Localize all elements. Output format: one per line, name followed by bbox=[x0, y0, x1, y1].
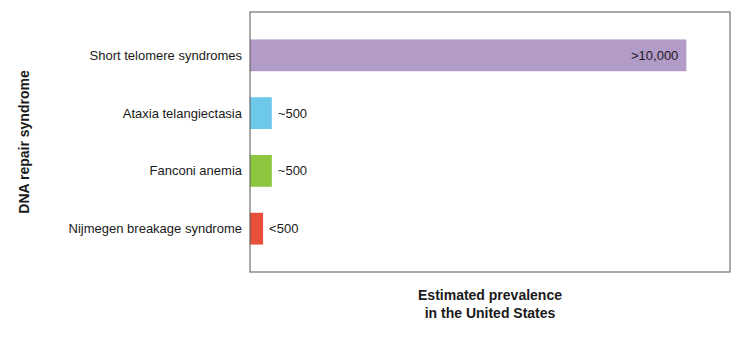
page: {"chart_data": {"type": "bar", "orientat… bbox=[0, 0, 750, 354]
bars bbox=[250, 39, 686, 244]
bar bbox=[250, 213, 263, 245]
y-axis-label: DNA repair syndrome bbox=[16, 70, 32, 214]
y-tick-label: Ataxia telangiectasia bbox=[123, 106, 243, 121]
data-label: ~500 bbox=[278, 106, 307, 121]
data-labels: <500 ~500 ~500 >10,000 bbox=[269, 48, 678, 236]
chart-svg: <500 ~500 ~500 >10,000 Nijmegen breakage syn… bbox=[0, 0, 750, 354]
x-axis-label: Estimated prevalence in the United States bbox=[418, 287, 562, 321]
y-tick-label: Fanconi anemia bbox=[150, 163, 243, 178]
plot-background bbox=[250, 12, 730, 272]
data-label: >10,000 bbox=[631, 48, 678, 63]
data-label: ~500 bbox=[278, 163, 307, 178]
y-tick-label: Nijmegen breakage syndrome bbox=[69, 221, 242, 236]
y-tick-label: Short telomere syndromes bbox=[90, 48, 243, 63]
x-axis-label-line: in the United States bbox=[425, 305, 556, 321]
x-axis-label-line: Estimated prevalence bbox=[418, 287, 562, 303]
bar bbox=[250, 39, 686, 71]
chart-container: <500 ~500 ~500 >10,000 Nijmegen breakage syn… bbox=[0, 0, 750, 354]
plot-frame bbox=[250, 12, 730, 272]
bar bbox=[250, 97, 272, 129]
bar bbox=[250, 155, 272, 187]
data-label: <500 bbox=[269, 221, 298, 236]
